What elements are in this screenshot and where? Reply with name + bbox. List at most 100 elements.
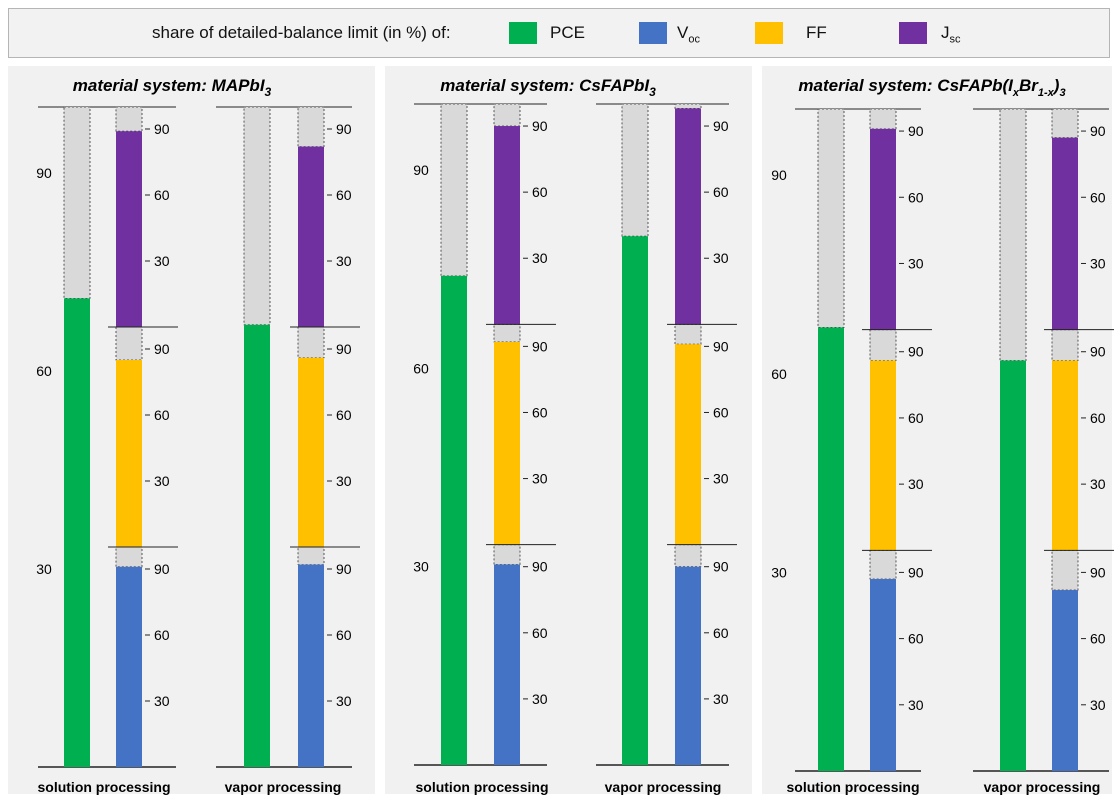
right-axis-tick-label: 90: [713, 559, 729, 575]
right-axis-tick-label: 90: [908, 344, 924, 360]
chart-title-subscript: 3: [265, 85, 272, 99]
category-label: solution processing: [415, 779, 548, 795]
voc-remainder-bar: [1051, 549, 1079, 591]
pce-bar: [818, 327, 844, 771]
jsc-bar: [1052, 137, 1078, 330]
right-axis-tick-label: 90: [154, 561, 170, 577]
ff-bar: [298, 357, 324, 547]
jsc-bar: [494, 126, 520, 325]
legend-jsc-swatch: [899, 22, 927, 44]
right-axis-tick-label: 30: [713, 471, 729, 487]
chart-title-part: Br: [1019, 76, 1039, 95]
right-axis-tick-label: 30: [1090, 476, 1106, 492]
right-axis-tick-label: 90: [336, 561, 352, 577]
pce-bar: [622, 236, 648, 765]
jsc-bar: [116, 131, 142, 327]
jsc-remainder-bar: [869, 108, 897, 130]
right-axis-tick-label: 60: [336, 407, 352, 423]
voc-bar: [675, 566, 701, 765]
right-axis-tick-label: 30: [908, 255, 924, 271]
right-axis-tick-label: 60: [532, 404, 548, 420]
pce-remainder-bar: [63, 106, 91, 299]
left-axis-tick-label: 90: [413, 162, 429, 178]
voc-remainder-bar: [115, 546, 143, 568]
voc-bar: [494, 564, 520, 765]
chart-title: material system: CsFAPbI3: [440, 76, 656, 99]
chart-title: material system: CsFAPb(IxBr1-x)3: [798, 76, 1065, 99]
right-axis-tick-label: 30: [336, 253, 352, 269]
voc-remainder-bar: [297, 546, 325, 566]
right-axis-tick-label: 90: [532, 559, 548, 575]
right-axis-tick-label: 90: [336, 341, 352, 357]
right-axis-tick-label: 90: [1090, 564, 1106, 580]
left-axis-tick-label: 60: [413, 360, 429, 376]
pce-remainder-bar: [999, 108, 1027, 361]
pce-bar: [64, 298, 90, 767]
right-axis-tick-label: 30: [154, 693, 170, 709]
left-axis-tick-label: 90: [36, 165, 52, 181]
right-axis-tick-label: 30: [336, 473, 352, 489]
jsc-remainder-bar: [115, 106, 143, 132]
ff-bar: [1052, 360, 1078, 551]
chart-title-part: x: [1012, 87, 1020, 99]
jsc-remainder-bar: [297, 106, 325, 147]
chart-title: material system: MAPbI3: [73, 76, 272, 99]
chart-title-part: 3: [1059, 87, 1065, 99]
legend-ff-swatch: [755, 22, 783, 44]
legend: share of detailed-balance limit (in %) o…: [8, 8, 1110, 58]
jsc-remainder-bar: [1051, 108, 1079, 139]
voc-remainder-bar: [493, 544, 521, 565]
right-axis-tick-label: 30: [154, 253, 170, 269]
ff-remainder-bar: [1051, 329, 1079, 361]
right-axis-tick-label: 60: [713, 184, 729, 200]
legend-voc-swatch: [639, 22, 667, 44]
left-axis-tick-label: 30: [36, 561, 52, 577]
right-axis-tick-label: 30: [154, 473, 170, 489]
category-label: solution processing: [37, 779, 170, 795]
pce-remainder-bar: [243, 106, 271, 326]
right-axis-tick-label: 30: [532, 471, 548, 487]
pce-remainder-bar: [440, 103, 468, 277]
ff-remainder-bar: [869, 329, 897, 361]
right-axis-tick-label: 60: [336, 187, 352, 203]
ff-bar: [870, 360, 896, 551]
right-axis-tick-label: 30: [336, 693, 352, 709]
pce-bar: [1000, 360, 1026, 771]
right-axis-tick-label: 30: [908, 476, 924, 492]
ff-bar: [675, 344, 701, 545]
jsc-remainder-bar: [493, 103, 521, 127]
right-axis-tick-label: 30: [1090, 697, 1106, 713]
right-axis-tick-label: 60: [1090, 189, 1106, 205]
pce-bar: [244, 324, 270, 767]
ff-remainder-bar: [115, 326, 143, 361]
left-axis-tick-label: 30: [413, 559, 429, 575]
category-label: solution processing: [786, 779, 919, 795]
right-axis-tick-label: 60: [154, 407, 170, 423]
right-axis-tick-label: 30: [713, 250, 729, 266]
voc-bar: [870, 579, 896, 771]
pce-remainder-bar: [817, 108, 845, 328]
right-axis-tick-label: 90: [532, 118, 548, 134]
chart-title-main: material system: CsFAPbI: [440, 76, 650, 95]
legend-pce-label: PCE: [550, 23, 585, 42]
right-axis-tick-label: 60: [713, 625, 729, 641]
left-axis-tick-label: 90: [771, 167, 787, 183]
jsc-bar: [298, 146, 324, 327]
legend-pce-swatch: [509, 22, 537, 44]
right-axis-tick-label: 60: [908, 410, 924, 426]
right-axis-tick-label: 90: [154, 341, 170, 357]
jsc-remainder-bar: [674, 103, 702, 109]
right-axis-tick-label: 30: [532, 691, 548, 707]
voc-bar: [298, 564, 324, 767]
chart-title-part: ): [1052, 76, 1060, 95]
right-axis-tick-label: 90: [154, 121, 170, 137]
right-axis-tick-label: 60: [908, 631, 924, 647]
right-axis-tick-label: 90: [532, 338, 548, 354]
right-axis-tick-label: 90: [713, 338, 729, 354]
ff-remainder-bar: [297, 326, 325, 359]
chart-title-part: 1-x: [1038, 87, 1055, 99]
voc-bar: [1052, 590, 1078, 771]
ff-remainder-bar: [674, 323, 702, 345]
voc-bar: [116, 566, 142, 767]
